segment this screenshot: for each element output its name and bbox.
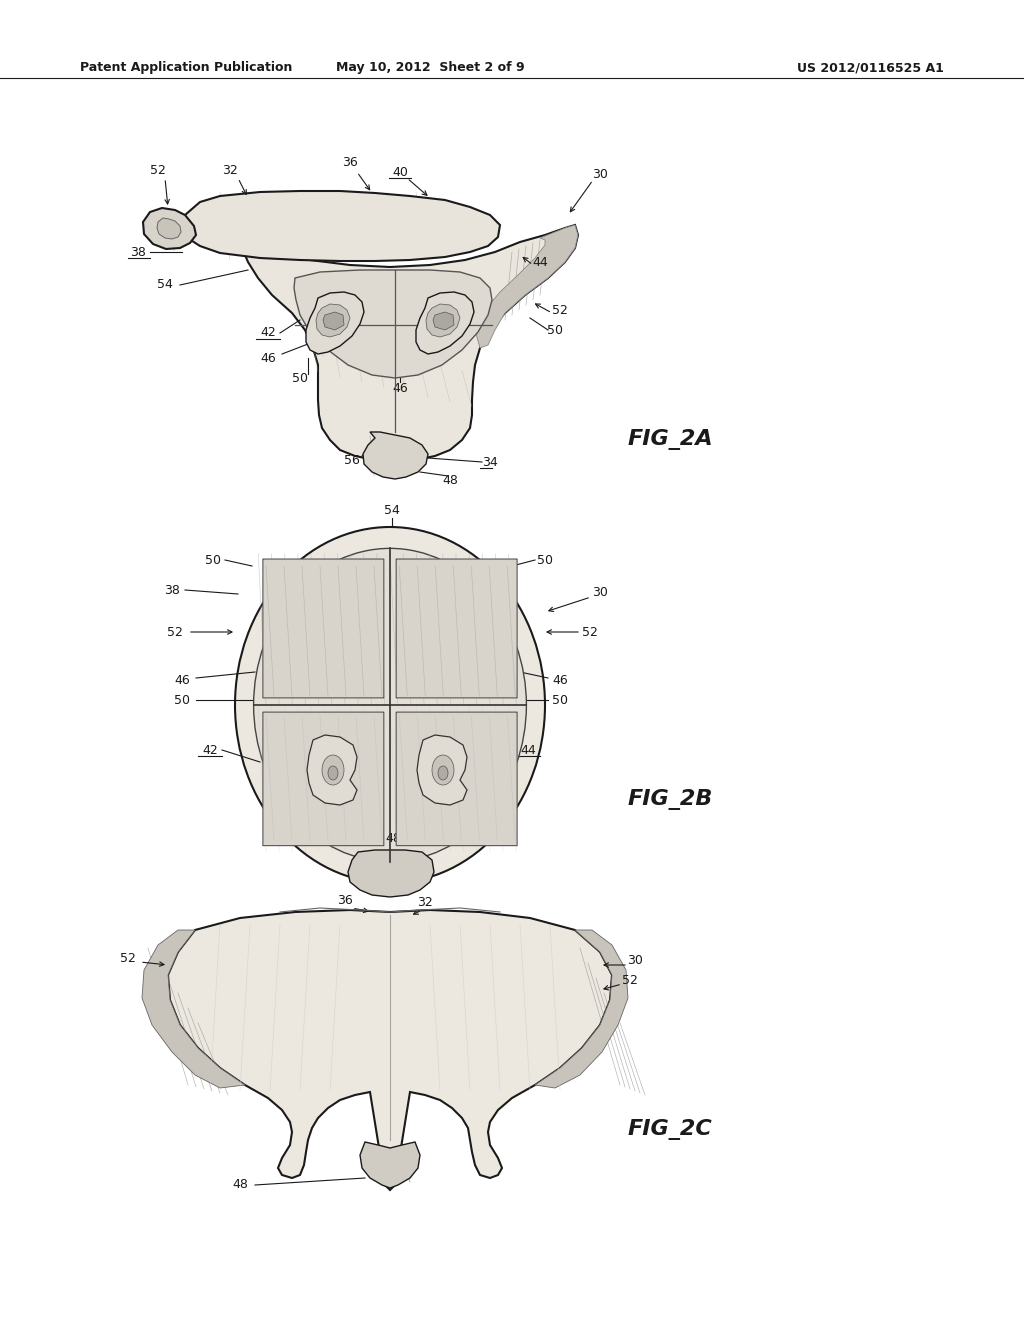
- FancyBboxPatch shape: [263, 560, 384, 698]
- Text: 52: 52: [151, 164, 166, 177]
- Polygon shape: [348, 850, 434, 898]
- Polygon shape: [306, 292, 364, 354]
- Text: 54: 54: [157, 279, 173, 292]
- Text: US 2012/0116525 A1: US 2012/0116525 A1: [797, 62, 943, 74]
- Ellipse shape: [438, 766, 449, 780]
- Ellipse shape: [234, 527, 545, 883]
- Text: 30: 30: [627, 953, 643, 966]
- Ellipse shape: [432, 755, 454, 785]
- Text: 52: 52: [622, 974, 638, 986]
- Text: 46: 46: [174, 673, 189, 686]
- Ellipse shape: [254, 548, 526, 862]
- Text: 52: 52: [120, 952, 136, 965]
- Text: 42: 42: [202, 743, 218, 756]
- Text: 32: 32: [222, 164, 238, 177]
- Text: 40: 40: [457, 589, 473, 602]
- Text: 34: 34: [482, 455, 498, 469]
- Polygon shape: [183, 191, 500, 261]
- Text: 40: 40: [392, 165, 408, 178]
- Text: 48: 48: [385, 832, 401, 845]
- Polygon shape: [157, 218, 181, 239]
- Polygon shape: [242, 224, 578, 462]
- Text: 52: 52: [167, 626, 183, 639]
- Polygon shape: [475, 224, 578, 348]
- Polygon shape: [360, 1142, 420, 1188]
- Text: 54: 54: [384, 503, 400, 516]
- Text: 52: 52: [552, 304, 568, 317]
- Polygon shape: [323, 312, 344, 330]
- Text: 46: 46: [260, 351, 275, 364]
- Text: FIG_2A: FIG_2A: [628, 429, 714, 450]
- Polygon shape: [416, 292, 474, 354]
- Text: 36: 36: [337, 894, 353, 907]
- Text: 42: 42: [260, 326, 275, 339]
- Polygon shape: [143, 209, 196, 249]
- Text: 44: 44: [532, 256, 548, 268]
- Text: 36: 36: [342, 157, 357, 169]
- Polygon shape: [307, 735, 357, 805]
- Text: 50: 50: [537, 553, 553, 566]
- Polygon shape: [142, 931, 245, 1088]
- Polygon shape: [426, 304, 460, 337]
- Text: 46: 46: [392, 381, 408, 395]
- Text: 38: 38: [130, 246, 146, 259]
- Text: 38: 38: [164, 583, 180, 597]
- Text: 50: 50: [205, 553, 221, 566]
- Text: 50: 50: [552, 693, 568, 706]
- Polygon shape: [362, 432, 428, 479]
- Text: 56: 56: [344, 454, 360, 466]
- Ellipse shape: [328, 766, 338, 780]
- Text: Patent Application Publication: Patent Application Publication: [80, 62, 293, 74]
- Text: 50: 50: [292, 371, 308, 384]
- Polygon shape: [168, 909, 612, 1191]
- FancyBboxPatch shape: [396, 711, 517, 846]
- Text: 30: 30: [592, 169, 608, 181]
- Text: 50: 50: [547, 323, 563, 337]
- FancyBboxPatch shape: [396, 560, 517, 698]
- Text: FIG_2C: FIG_2C: [628, 1119, 713, 1140]
- Text: 46: 46: [552, 673, 568, 686]
- Polygon shape: [417, 735, 467, 805]
- Ellipse shape: [322, 755, 344, 785]
- Polygon shape: [535, 931, 628, 1088]
- Text: 52: 52: [582, 626, 598, 639]
- Polygon shape: [294, 271, 492, 378]
- Polygon shape: [316, 304, 350, 337]
- FancyBboxPatch shape: [263, 711, 384, 846]
- Text: 30: 30: [592, 586, 608, 598]
- Text: 48: 48: [232, 1179, 248, 1192]
- Text: FIG_2B: FIG_2B: [628, 789, 714, 810]
- Text: May 10, 2012  Sheet 2 of 9: May 10, 2012 Sheet 2 of 9: [336, 62, 524, 74]
- Text: 56: 56: [323, 805, 338, 818]
- Polygon shape: [433, 312, 454, 330]
- Text: 50: 50: [174, 693, 190, 706]
- Text: 32: 32: [417, 895, 433, 908]
- Text: 48: 48: [442, 474, 458, 487]
- Text: 44: 44: [520, 743, 536, 756]
